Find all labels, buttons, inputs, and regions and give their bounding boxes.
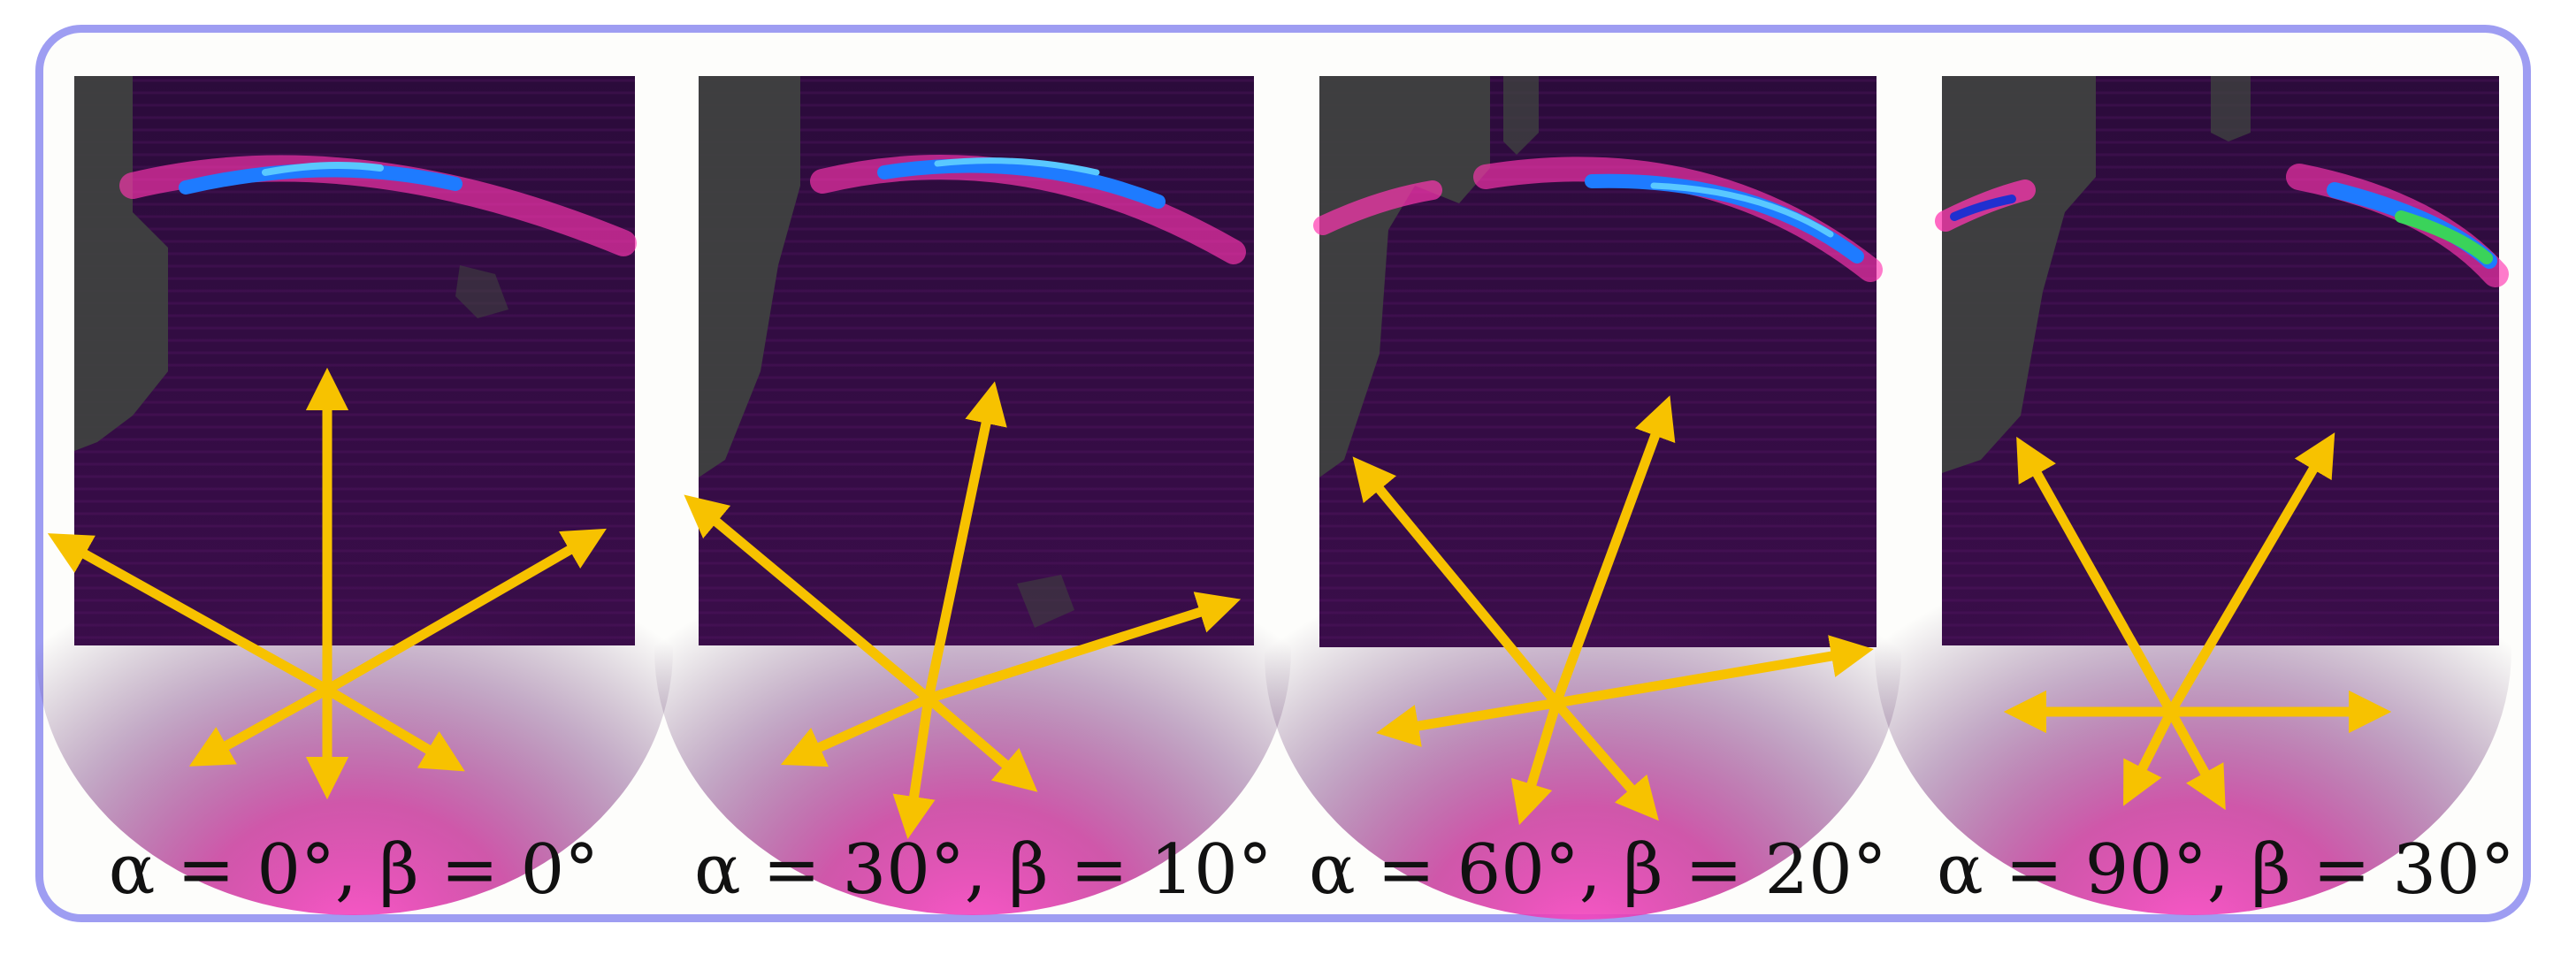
caption-panel-1: α = 0°, β = 0° — [108, 830, 600, 910]
arrow-upper-left — [2016, 436, 2175, 714]
arrow-down — [892, 698, 936, 839]
arrow-lower-right — [2167, 709, 2226, 811]
arrow-up — [923, 381, 1007, 700]
arrow-lower-right — [1552, 699, 1659, 821]
image-2 — [654, 76, 1291, 915]
arrow-lower-left — [2123, 709, 2175, 806]
arrow-left — [1376, 698, 1557, 747]
arrow-upper-left — [47, 533, 330, 694]
image-1 — [36, 76, 673, 915]
caption-panel-4: α = 90°, β = 30° — [1937, 830, 2515, 910]
arrow-lower-right — [925, 694, 1038, 792]
arrow-star-1 — [47, 367, 607, 800]
arrow-right — [1556, 635, 1874, 708]
panel-4 — [1875, 76, 2511, 915]
panel-1 — [36, 76, 673, 915]
image-3 — [1265, 76, 1901, 920]
panel-3 — [1265, 76, 1901, 920]
arrow-upper-right — [2167, 432, 2335, 714]
arrow-lower-left — [780, 693, 931, 767]
arrow-down — [1510, 701, 1562, 826]
arrow-upper-left — [1352, 456, 1561, 706]
arrow-upper-left — [684, 494, 932, 703]
arrow-lower-right — [325, 685, 465, 772]
panel-2 — [654, 76, 1291, 915]
arrow-lower-left — [188, 685, 330, 767]
caption-panel-3: α = 60°, β = 20° — [1309, 830, 1887, 910]
arrow-star-4 — [2003, 432, 2392, 811]
arrow-up — [1551, 395, 1676, 705]
arrow-upper-right — [927, 592, 1242, 704]
arrow-star-3 — [1352, 395, 1874, 826]
image-4 — [1875, 76, 2511, 915]
arrow-upper-right — [325, 528, 607, 694]
caption-panel-2: α = 30°, β = 10° — [694, 830, 1273, 910]
arrow-star-2 — [684, 381, 1242, 839]
